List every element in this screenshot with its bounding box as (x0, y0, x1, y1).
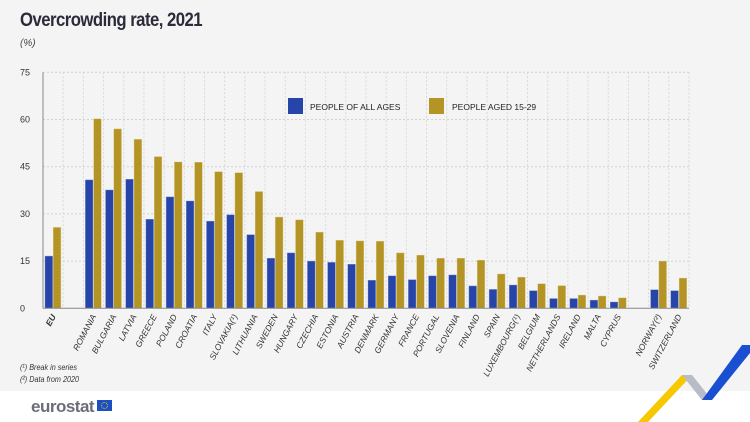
y-tick-label: 0 (20, 303, 25, 313)
bar-all-ages (347, 264, 356, 309)
bar-all-ages (670, 290, 679, 309)
bar-aged-15-29 (154, 156, 163, 309)
bar-all-ages (448, 274, 457, 309)
bar-aged-15-29 (93, 118, 102, 309)
bar-all-ages (569, 298, 578, 309)
bar-aged-15-29 (396, 252, 405, 309)
legend-swatch-aged-15-29 (429, 98, 444, 114)
bar-aged-15-29 (416, 254, 425, 309)
x-tick-label: ITALY (200, 311, 220, 336)
footnote-break-in-series: (¹) Break in series (20, 362, 78, 372)
bar-all-ages (246, 234, 255, 309)
bar-all-ages (307, 260, 316, 309)
bar-all-ages (266, 258, 275, 309)
bar-all-ages (549, 298, 558, 309)
x-tick-label: MALTA (581, 312, 603, 341)
bar-aged-15-29 (537, 283, 546, 309)
bar-aged-15-29 (113, 128, 122, 309)
legend-label-aged-15-29: PEOPLE AGED 15-29 (452, 102, 536, 112)
bar-all-ages (105, 189, 114, 309)
bar-aged-15-29 (194, 162, 203, 309)
bar-all-ages (468, 285, 477, 309)
bar-all-ages (408, 279, 417, 309)
eurostat-decoration-icon (638, 345, 750, 422)
bar-aged-15-29 (557, 285, 566, 309)
bar-all-ages (226, 214, 235, 309)
bar-all-ages (206, 220, 215, 309)
bar-aged-15-29 (234, 172, 243, 309)
x-tick-label: EU (43, 312, 58, 328)
y-tick-label: 75 (20, 67, 30, 77)
bar-all-ages (589, 299, 598, 309)
bar-all-ages (287, 252, 296, 309)
bar-aged-15-29 (275, 216, 284, 309)
eurostat-logo: eurostat (31, 397, 95, 416)
bar-aged-15-29 (315, 231, 324, 309)
bar-aged-15-29 (497, 273, 506, 309)
bar-aged-15-29 (517, 276, 526, 309)
bar-all-ages (650, 289, 659, 309)
bar-aged-15-29 (456, 258, 465, 309)
bar-all-ages (387, 275, 396, 309)
bar-aged-15-29 (295, 219, 304, 309)
bar-aged-15-29 (598, 295, 607, 309)
bar-aged-15-29 (254, 191, 263, 309)
bar-aged-15-29 (335, 240, 344, 309)
bar-aged-15-29 (477, 259, 486, 309)
bar-aged-15-29 (174, 161, 183, 309)
bar-all-ages (327, 262, 336, 309)
bar-aged-15-29 (436, 258, 445, 309)
bar-all-ages (509, 284, 518, 309)
bar-aged-15-29 (133, 139, 142, 309)
y-tick-label: 45 (20, 162, 30, 172)
bar-all-ages (610, 301, 619, 309)
x-tick-label: SPAIN (481, 312, 502, 339)
bar-aged-15-29 (355, 240, 364, 309)
bar-all-ages (488, 289, 497, 309)
bar-aged-15-29 (214, 171, 223, 309)
eu-flag-icon (97, 400, 112, 411)
bar-aged-15-29 (376, 241, 385, 309)
footnote-data-2020: (²) Data from 2020 (20, 374, 80, 384)
y-tick-label: 30 (20, 209, 30, 219)
bar-aged-15-29 (53, 227, 62, 309)
bar-aged-15-29 (618, 297, 627, 309)
chart-panel (0, 0, 750, 391)
bar-all-ages (428, 275, 437, 309)
bar-all-ages (145, 219, 154, 309)
legend-label-all-ages: PEOPLE OF ALL AGES (310, 102, 401, 112)
unit-label: (%) (20, 38, 36, 49)
legend-swatch-all-ages (288, 98, 303, 114)
y-tick-label: 15 (20, 256, 30, 266)
bar-aged-15-29 (678, 277, 687, 309)
y-tick-label: 60 (20, 115, 30, 125)
bar-all-ages (529, 290, 538, 309)
bar-aged-15-29 (577, 294, 586, 309)
bar-all-ages (186, 200, 195, 309)
bar-all-ages (125, 179, 134, 309)
bar-all-ages (165, 196, 174, 309)
chart-title: Overcrowding rate, 2021 (20, 10, 203, 31)
bar-all-ages (85, 179, 94, 309)
bar-all-ages (367, 280, 376, 309)
bar-aged-15-29 (658, 260, 667, 309)
bar-all-ages (44, 255, 53, 309)
